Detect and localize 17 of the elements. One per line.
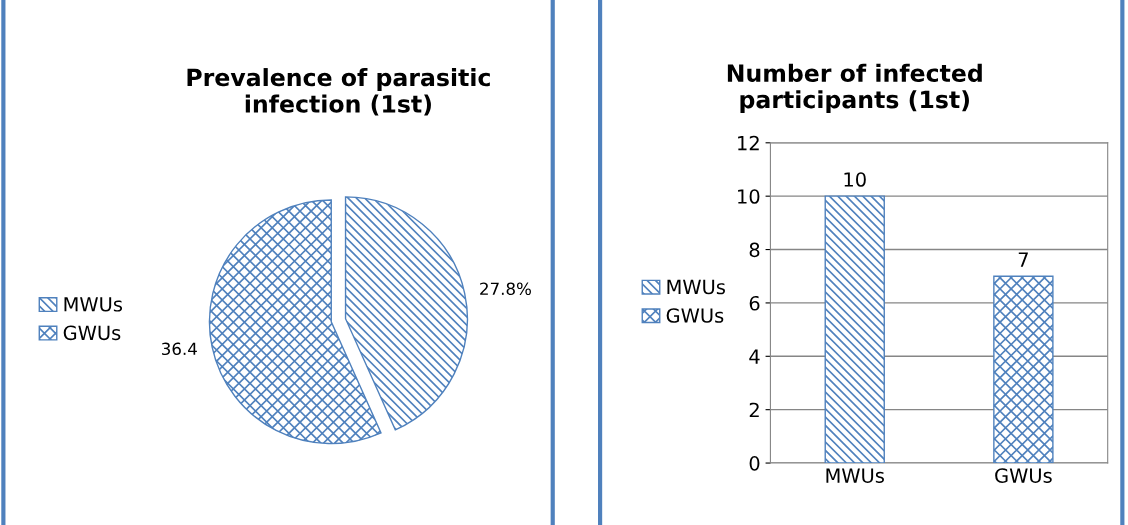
y-tick-label: 0 [749, 456, 760, 471]
legend-label: GWUs [63, 325, 121, 341]
data-label: 36.4 [162, 342, 197, 356]
data-label: 10 [844, 172, 866, 187]
data-label: 27.8% [480, 282, 531, 296]
legend-label: MWUs [667, 279, 725, 295]
data-label: 7 [1018, 252, 1028, 267]
legend-label: MWUs [64, 297, 123, 312]
y-tick-label: 4 [749, 349, 760, 364]
chart-title: Number of infected participants (1st) [727, 63, 982, 113]
legend-label: GWUs [666, 308, 724, 323]
chart-title: Prevalence of parasitic infection (1st) [187, 68, 490, 116]
y-tick-label: 8 [749, 242, 760, 258]
y-tick-label: 6 [749, 295, 760, 311]
y-tick-label: 2 [749, 402, 759, 418]
y-tick-label: 10 [738, 189, 760, 204]
y-tick-label: 12 [738, 135, 759, 151]
